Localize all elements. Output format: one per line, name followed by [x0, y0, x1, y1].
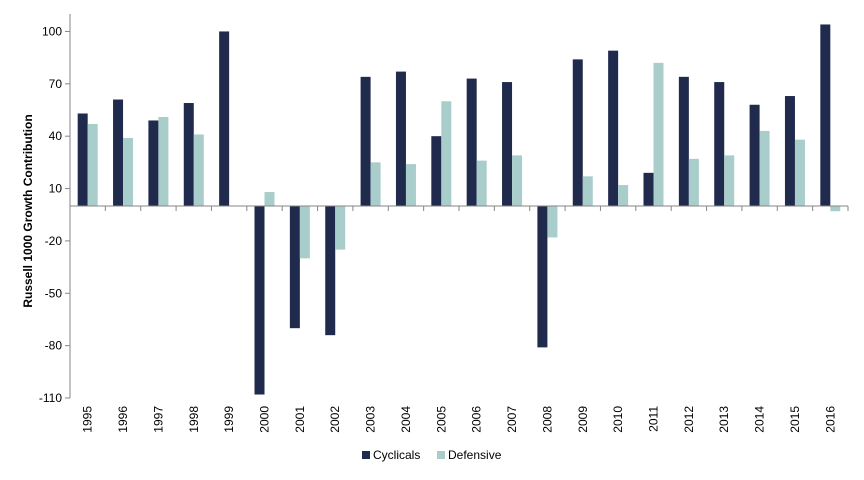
bar-cyclicals-2001 [289, 206, 300, 329]
bar-cyclicals-1998 [183, 103, 194, 206]
y-tick-label: -80 [45, 339, 63, 353]
x-tick-label-2001: 2001 [293, 406, 307, 433]
bar-cyclicals-2000 [254, 206, 265, 395]
legend-swatch-cyclicals [362, 451, 370, 459]
bar-cyclicals-2008 [537, 206, 548, 348]
bar-defensive-2014 [759, 130, 770, 206]
x-axis: 1995 1996 1997 1998 1999 2000 2001 2002 2003 2004… [69, 205, 849, 433]
bar-cyclicals-1997 [148, 120, 159, 206]
y-tick-label: -110 [39, 391, 62, 405]
x-tick-label-2016: 2016 [823, 406, 837, 433]
x-tick-label-1996: 1996 [116, 406, 130, 433]
y-axis: 100 70 40 10 -20 -50 -80 -110 [39, 14, 71, 405]
x-tick-label-1995: 1995 [81, 406, 95, 433]
bar-defensive-1996 [123, 137, 134, 206]
bar-cyclicals-2016 [820, 24, 831, 206]
bar-defensive-1995 [87, 123, 98, 206]
x-tick-label-2008: 2008 [540, 406, 554, 433]
bar-defensive-2008 [547, 206, 558, 238]
bar-cyclicals-2015 [784, 96, 795, 206]
bar-defensive-2011 [653, 62, 664, 206]
bar-defensive-2016 [830, 206, 841, 212]
x-tick-label-2013: 2013 [717, 406, 731, 433]
x-tick-label-2012: 2012 [682, 406, 696, 433]
bar-cyclicals-1999 [219, 31, 230, 207]
bar-cyclicals-2005 [431, 136, 442, 206]
y-axis-label: Russell 1000 Growth Contribution [21, 114, 35, 307]
bar-cyclicals-1995 [77, 113, 88, 206]
legend-label-defensive: Defensive [448, 448, 502, 462]
bar-cyclicals-2003 [360, 76, 371, 206]
y-tick-label: -20 [45, 234, 63, 248]
x-tick-label-2004: 2004 [399, 406, 413, 433]
x-tick-label-2009: 2009 [576, 406, 590, 433]
y-tick-label: 40 [49, 129, 63, 143]
bar-defensive-2015 [794, 139, 805, 206]
legend: Cyclicals Defensive [362, 448, 502, 462]
bar-defensive-2000 [264, 192, 275, 206]
bar-defensive-2001 [299, 206, 310, 259]
legend-swatch-defensive [437, 451, 445, 459]
x-tick-label-2002: 2002 [328, 406, 342, 433]
bar-cyclicals-2014 [749, 104, 760, 206]
x-tick-label-2000: 2000 [258, 406, 272, 433]
bar-cyclicals-2006 [466, 78, 477, 206]
x-tick-label-2007: 2007 [505, 406, 519, 433]
y-tick-label: 100 [42, 24, 62, 38]
bar-defensive-2013 [724, 155, 735, 206]
x-tick-label-2005: 2005 [434, 406, 448, 433]
bar-defensive-2006 [476, 160, 487, 206]
bar-defensive-2003 [370, 162, 381, 206]
bar-cyclicals-2011 [643, 172, 654, 206]
bar-defensive-1998 [193, 134, 204, 206]
bar-defensive-2012 [688, 158, 699, 206]
bar-defensive-1997 [158, 116, 169, 206]
bar-cyclicals-1996 [113, 99, 124, 206]
y-tick-label: -50 [45, 286, 63, 300]
bar-cyclicals-2012 [678, 76, 689, 206]
bar-cyclicals-2009 [572, 59, 583, 206]
x-tick-label-2011: 2011 [647, 406, 661, 432]
bar-cyclicals-2013 [714, 82, 725, 206]
bar-defensive-2010 [618, 185, 629, 206]
x-tick-label-2006: 2006 [470, 406, 484, 433]
x-tick-label-1998: 1998 [187, 406, 201, 433]
bar-defensive-2005 [441, 101, 452, 206]
bar-defensive-2002 [335, 206, 346, 250]
x-tick-label-2010: 2010 [611, 406, 625, 433]
bar-cyclicals-2004 [395, 71, 406, 206]
bars-group [77, 24, 841, 395]
x-tick-label-2003: 2003 [364, 406, 378, 433]
bar-defensive-2009 [582, 176, 593, 206]
bar-cyclicals-2007 [502, 82, 513, 206]
x-tick-label-2014: 2014 [753, 406, 767, 433]
bar-cyclicals-2002 [325, 206, 336, 336]
y-tick-label: 10 [49, 182, 63, 196]
x-tick-label-2015: 2015 [788, 406, 802, 433]
bar-defensive-2004 [405, 164, 416, 206]
bar-cyclicals-2010 [608, 50, 619, 207]
x-tick-label-1997: 1997 [151, 406, 165, 433]
bar-defensive-2007 [512, 155, 523, 206]
x-tick-label-1999: 1999 [222, 406, 236, 433]
legend-label-cyclicals: Cyclicals [373, 448, 420, 462]
y-tick-label: 70 [49, 77, 63, 91]
